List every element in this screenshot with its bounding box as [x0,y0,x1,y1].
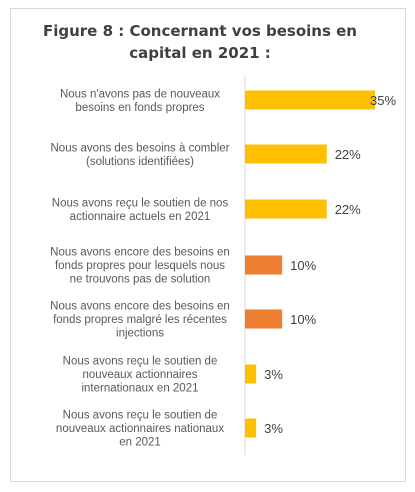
category-label-line: ne trouvons pas de solution [70,274,211,286]
category-label-0: Nous n'avons pas de nouveaux besoins en f… [60,88,220,114]
data-label-5: 3% [264,367,283,382]
category-label-line: Nous n'avons pas de nouveaux [60,88,220,100]
data-label-3: 10% [290,258,316,273]
category-label-line: Nous avons des besoins à combler [51,142,230,154]
category-label-line: nouveaux actionnaires [82,369,197,381]
category-label-4: Nous avons encore des besoins en fonds pr… [50,301,230,340]
data-label-4: 10% [290,312,316,327]
bar-0 [245,90,375,110]
category-label-line: en 2021 [119,437,161,449]
category-label-line: internationaux en 2021 [81,383,198,395]
data-label-1: 22% [335,147,361,162]
category-label-5: Nous avons reçu le soutien de nouveaux ac… [63,356,218,395]
category-label-line: Nous avons reçu le soutien de [63,356,218,368]
category-label-line: Nous avons reçu le soutien de [63,410,218,422]
bar-2 [245,199,327,219]
bar-3 [245,255,283,275]
chart-frame [10,8,406,482]
category-label-line: nouveaux actionnaires nationaux [56,423,224,435]
category-label-line: fonds propres malgré les récentes [53,314,227,326]
chart-title: Figure 8 : Concernant vos besoins en cap… [42,22,357,62]
category-label-line: Nous avons reçu le soutien de nos [52,197,229,209]
bar-4 [245,309,283,329]
data-label-2: 22% [335,202,361,217]
category-label-3: Nous avons encore des besoins en fonds pr… [50,247,230,286]
data-label-0: 35% [370,93,396,108]
category-label-line: fonds propres pour lesquels nous [55,260,225,272]
category-label-1: Nous avons des besoins à combler (solutio… [51,142,230,168]
bar-6 [245,418,257,438]
category-label-line: (solutions identifiées) [86,156,194,168]
category-label-line: Nous avons encore des besoins en [50,247,230,259]
bar-1 [245,144,327,164]
data-label-6: 3% [264,421,283,436]
category-label-line: injections [116,328,164,340]
category-label-line: actionnaire actuels en 2021 [70,211,211,223]
category-label-line: Nous avons encore des besoins en [50,301,230,313]
category-label-2: Nous avons reçu le soutien de nos actionn… [52,197,229,223]
category-label-6: Nous avons reçu le soutien de nouveaux ac… [56,410,224,449]
bar-5 [245,364,257,384]
category-label-line: besoins en fonds propres [75,102,204,114]
